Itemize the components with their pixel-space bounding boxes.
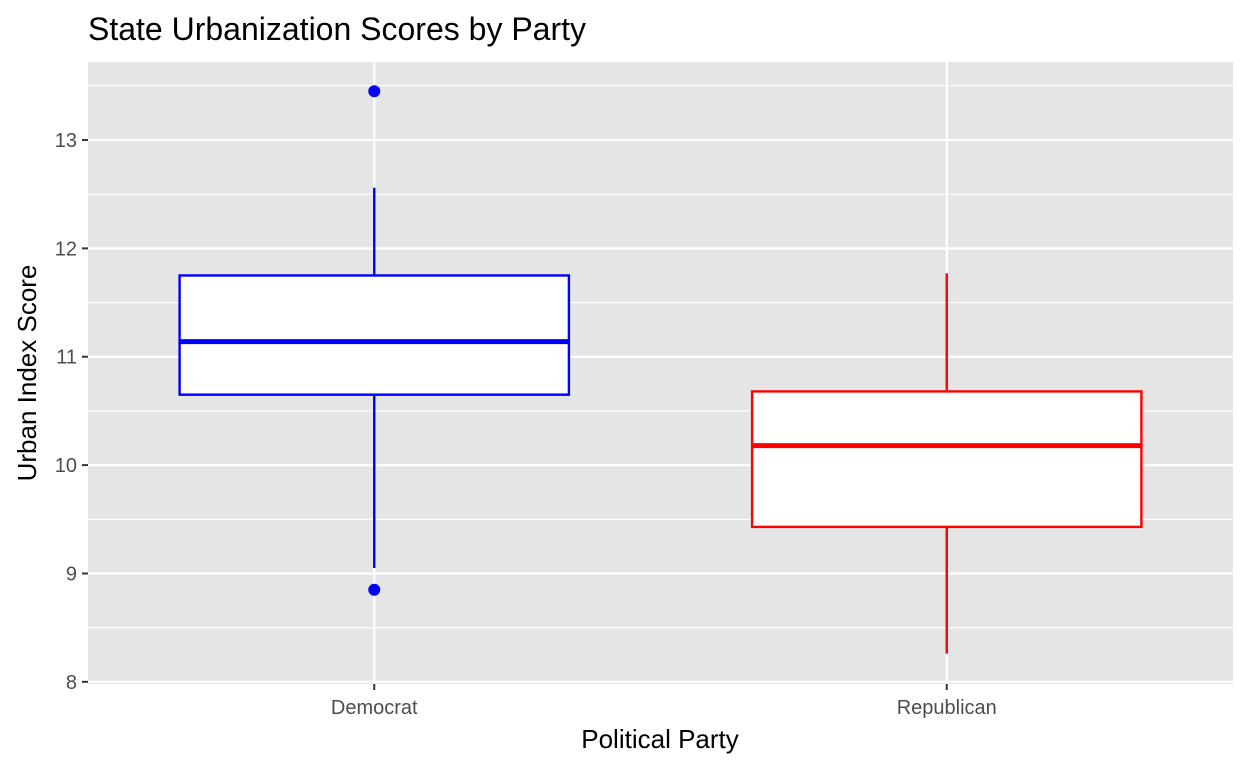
y-tick-label: 12 <box>55 238 77 260</box>
axes: 8 9 10 11 12 13 Democrat Republican <box>55 130 997 719</box>
y-tick-label: 11 <box>56 347 77 369</box>
outlier-point <box>368 583 381 596</box>
box-iqr <box>750 390 1143 529</box>
x-axis-title: Political Party <box>581 724 739 754</box>
box-group-democrat <box>178 85 571 596</box>
y-tick-label: 9 <box>66 563 77 585</box>
boxes <box>178 85 1143 654</box>
y-tick-label: 10 <box>55 455 77 477</box>
y-axis-title: Urban Index Score <box>12 265 42 482</box>
box-group-republican <box>750 273 1143 654</box>
outlier-point <box>368 85 381 98</box>
y-tick-label: 13 <box>55 130 77 152</box>
x-tick-label: Democrat <box>331 697 418 719</box>
box-iqr <box>178 274 571 396</box>
x-tick-label: Republican <box>897 697 997 719</box>
chart-title: State Urbanization Scores by Party <box>88 11 586 47</box>
y-tick-label: 8 <box>66 672 77 694</box>
